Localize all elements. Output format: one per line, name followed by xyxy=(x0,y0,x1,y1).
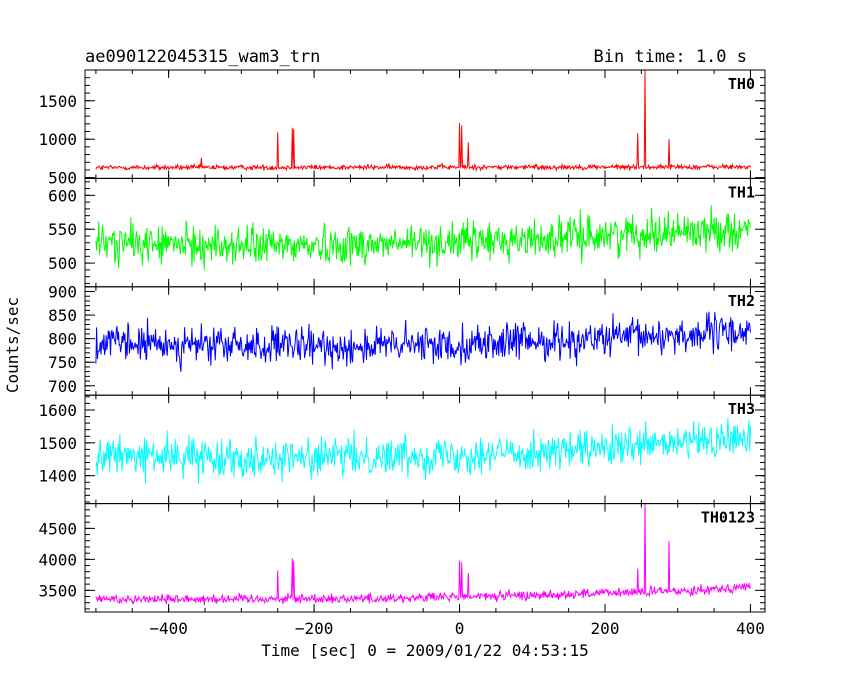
x-tick-label: 400 xyxy=(736,619,765,638)
series-line-th0 xyxy=(95,70,751,173)
series-line-th0123 xyxy=(95,503,751,606)
series-line-th1 xyxy=(95,205,751,270)
y-tick-label: 3500 xyxy=(38,581,77,600)
panel-frame xyxy=(84,503,766,613)
y-tick-label: 500 xyxy=(48,169,77,188)
panel-th2: 700 750 800 850 900 TH2 xyxy=(48,283,766,396)
y-tick-label: 600 xyxy=(48,186,77,205)
y-tick-label: 900 xyxy=(48,283,77,302)
y-tick-label: 500 xyxy=(48,254,77,273)
y-tick-label: 850 xyxy=(48,306,77,325)
y-tick-label: 1500 xyxy=(38,92,77,111)
bin-time-label: Bin time: 1.0 s xyxy=(593,47,747,67)
plot-title: ae090122045315_wam3_trn xyxy=(85,47,320,67)
y-tick-label: 750 xyxy=(48,353,77,372)
panels-group: 500 1000 1500 TH0 500 550 600 TH1 700 750 800 850 90… xyxy=(38,69,766,613)
panel-th0: 500 1000 1500 TH0 xyxy=(38,69,766,188)
x-axis-label: Time [sec] 0 = 2009/01/22 04:53:15 xyxy=(261,641,589,660)
y-tick-label: 550 xyxy=(48,220,77,239)
x-tick-label: 200 xyxy=(591,619,620,638)
y-tick-label: 1500 xyxy=(38,434,77,453)
y-tick-label: 700 xyxy=(48,377,77,396)
y-tick-label: 4000 xyxy=(38,550,77,569)
y-tick-label: 1400 xyxy=(38,467,77,486)
panel-label: TH3 xyxy=(728,400,755,418)
panel-th1: 500 550 600 TH1 xyxy=(48,177,766,288)
x-tick-label: 0 xyxy=(455,619,465,638)
series-line-th3 xyxy=(95,417,751,484)
x-tick-label: −200 xyxy=(295,619,334,638)
y-axis-label: Counts/sec xyxy=(3,297,22,393)
x-tick-label: −400 xyxy=(149,619,188,638)
panel-frame xyxy=(84,69,766,179)
panel-label: TH0 xyxy=(728,75,755,93)
y-tick-label: 4500 xyxy=(38,519,77,538)
panel-label: TH0123 xyxy=(701,509,755,527)
y-tick-label: 800 xyxy=(48,330,77,349)
panel-th0123: 3500 4000 4500 TH0123 xyxy=(38,503,766,613)
series-line-th2 xyxy=(95,311,751,372)
y-tick-label: 1000 xyxy=(38,130,77,149)
x-axis: −400 −200 0 200 400 xyxy=(149,619,765,638)
panel-label: TH1 xyxy=(728,183,755,201)
panel-th3: 1400 1500 1600 TH3 xyxy=(38,394,766,505)
y-tick-label: 1600 xyxy=(38,401,77,420)
panel-label: TH2 xyxy=(728,292,755,310)
